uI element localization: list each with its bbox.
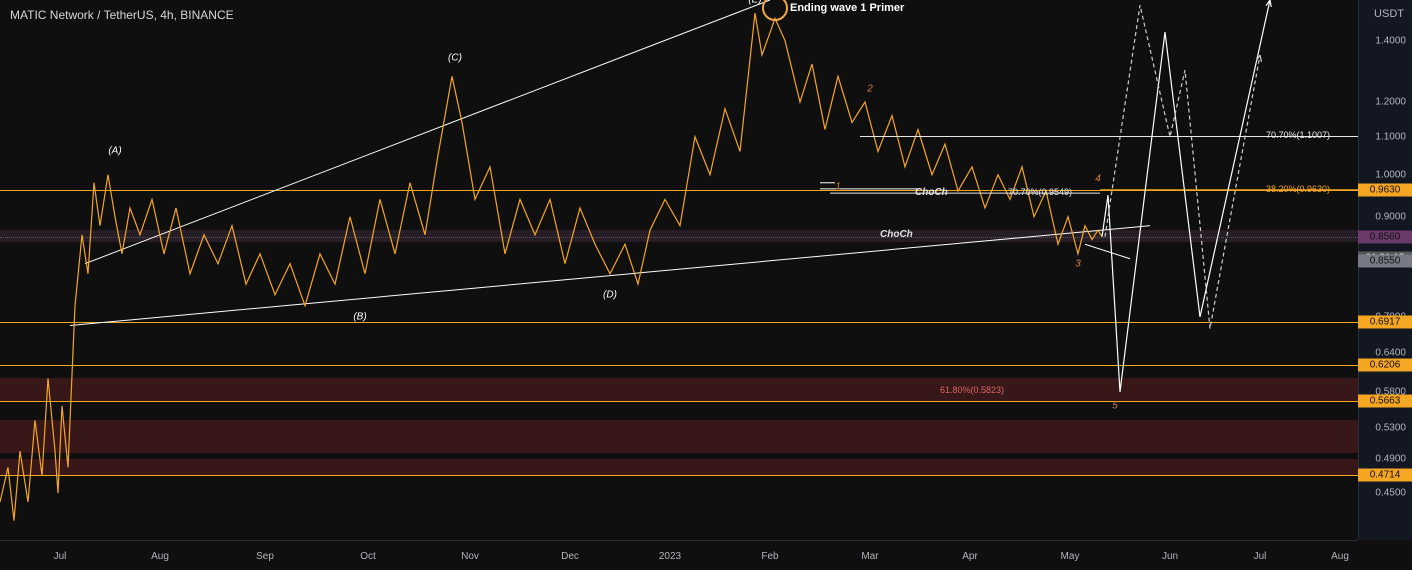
y-axis-title: USDT bbox=[1374, 8, 1404, 20]
ending-wave-annotation: Ending wave 1 Primer bbox=[790, 2, 904, 14]
price-zone bbox=[0, 420, 1358, 453]
y-price-tag: 0.9630 bbox=[1358, 183, 1412, 196]
y-tick-label: 1.1000 bbox=[1375, 131, 1406, 142]
x-tick-label: Oct bbox=[360, 551, 376, 562]
choch-label-a: ChoCh bbox=[915, 187, 948, 198]
x-tick-label: Apr bbox=[962, 551, 978, 562]
fib-label: 38.20%(0.9630) bbox=[1266, 184, 1330, 194]
y-price-tag: 0.6206 bbox=[1358, 358, 1412, 371]
y-price-tag: 0.8560 bbox=[1358, 230, 1412, 243]
x-tick-label: May bbox=[1061, 551, 1080, 562]
x-tick-label: Dec bbox=[561, 551, 579, 562]
x-axis: Jul Aug Sep Oct Nov Dec 2023 Feb Mar Apr May Jun Jul… bbox=[0, 540, 1358, 570]
x-tick-label: Jul bbox=[1254, 551, 1267, 562]
price-zone bbox=[0, 378, 1358, 402]
wave-label: (E) bbox=[748, 0, 761, 6]
chart-title: MATIC Network / TetherUS, 4h, BINANCE bbox=[10, 8, 234, 22]
y-tick-label: 0.4900 bbox=[1375, 454, 1406, 465]
wave-number: 5 bbox=[1112, 400, 1118, 411]
x-tick-label: Sep bbox=[256, 551, 274, 562]
y-tick-label: 0.6400 bbox=[1375, 347, 1406, 358]
x-tick-label: Mar bbox=[861, 551, 878, 562]
highlight-circle bbox=[762, 0, 788, 21]
wave-label: (A) bbox=[108, 146, 121, 157]
wave-number: 1 bbox=[835, 181, 841, 192]
fib-label: 70.70%(1.1007) bbox=[1266, 130, 1330, 140]
wave-label: (C) bbox=[448, 53, 462, 64]
y-price-tag: 0.8550 bbox=[1358, 255, 1412, 268]
wave-number: 3 bbox=[1075, 258, 1081, 269]
support-line bbox=[0, 401, 1358, 402]
current-price-line bbox=[0, 237, 1358, 238]
y-price-tag: 0.5663 bbox=[1358, 395, 1412, 408]
wave-number: 4 bbox=[1095, 173, 1101, 184]
wave-number: 2 bbox=[867, 83, 873, 94]
x-tick-label: Aug bbox=[1331, 551, 1349, 562]
support-line bbox=[0, 322, 1358, 323]
support-line bbox=[0, 475, 1358, 476]
x-tick-label: Jul bbox=[54, 551, 67, 562]
y-tick-label: 1.4000 bbox=[1375, 35, 1406, 46]
y-tick-label: 0.5300 bbox=[1375, 422, 1406, 433]
x-tick-label: Aug bbox=[151, 551, 169, 562]
x-tick-label: Jun bbox=[1162, 551, 1178, 562]
y-price-tag: 0.6917 bbox=[1358, 315, 1412, 328]
x-tick-label: Nov bbox=[461, 551, 479, 562]
chart-root: MATIC Network / TetherUS, 4h, BINANCE (A… bbox=[0, 0, 1412, 570]
y-tick-label: 1.2000 bbox=[1375, 97, 1406, 108]
x-tick-label: 2023 bbox=[659, 551, 681, 562]
wave-label: (B) bbox=[353, 311, 366, 322]
y-tick-label: 1.0000 bbox=[1375, 169, 1406, 180]
support-line bbox=[0, 365, 1358, 366]
price-zone bbox=[0, 459, 1358, 475]
y-price-tag: 0.4714 bbox=[1358, 468, 1412, 481]
choch-label-b: ChoCh bbox=[880, 229, 913, 240]
support-line bbox=[0, 190, 1358, 191]
y-axis: USDT 0.45000.49000.53000.58000.64000.700… bbox=[1358, 0, 1412, 540]
fib-label: 70.70%(0.9549) bbox=[1008, 187, 1072, 197]
fib-label: 61.80%(0.5823) bbox=[940, 385, 1004, 395]
wave-label: (D) bbox=[603, 289, 617, 300]
x-tick-label: Feb bbox=[761, 551, 778, 562]
y-tick-label: 0.9000 bbox=[1375, 211, 1406, 222]
y-tick-label: 0.4500 bbox=[1375, 488, 1406, 499]
